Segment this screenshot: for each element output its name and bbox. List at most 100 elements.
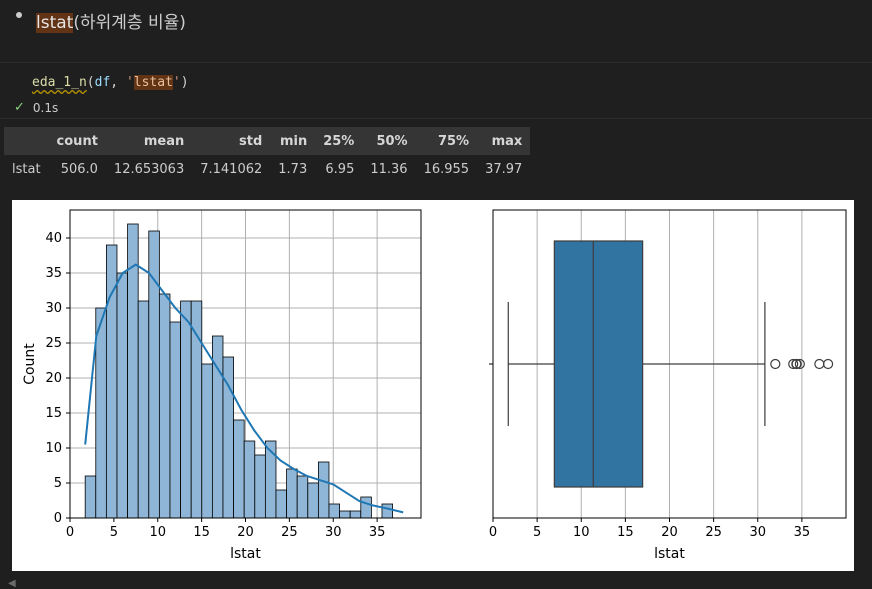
- box-iqr: [553, 240, 644, 488]
- outlier-point: [791, 358, 802, 370]
- x-tick-label: 20: [237, 525, 254, 540]
- table-cell: 37.97: [485, 161, 523, 177]
- scroll-left-icon[interactable]: ◀: [8, 578, 16, 589]
- bullet-icon: [16, 12, 22, 18]
- x-tick-label: 35: [794, 525, 811, 540]
- highlighted-term: lstat: [36, 13, 74, 33]
- histogram-bar: [349, 510, 362, 519]
- table-header-cell: [4, 127, 49, 155]
- code-arg-string: lstat: [133, 75, 173, 90]
- code-arg-var: df: [94, 75, 111, 90]
- histogram-chart: 0 5 10 15 20 25 30 35 0 5 10 15 20 25 30 35 40 lstat Count: [22, 209, 422, 562]
- horizontal-scrollbar[interactable]: ◀: [0, 578, 872, 589]
- histogram-bar: [137, 300, 150, 519]
- histogram-bar: [180, 300, 192, 519]
- histogram-bar: [307, 482, 319, 519]
- boxplot-chart: 0 5 10 15 20 25 30 35 lstat: [489, 209, 847, 562]
- x-tick-label: 25: [705, 525, 722, 540]
- y-tick-label: 20: [45, 371, 62, 386]
- histogram-bar: [95, 307, 107, 519]
- code-quote-close: ': [172, 75, 181, 90]
- histogram-bar: [201, 363, 213, 519]
- execution-time: 0.1s: [32, 100, 59, 115]
- histogram-bar: [254, 454, 266, 519]
- y-tick-label: 10: [45, 441, 62, 456]
- plot-output: 0 5 10 15 20 25 30 35 0 5 10 15 20 25 30 35 40 lstat Count…: [12, 200, 854, 571]
- y-tick-label: 5: [54, 476, 62, 491]
- heading-rest: (하위계층 비율): [73, 13, 186, 33]
- y-axis-label: Count: [22, 343, 38, 385]
- describe-table: count mean std min 25% 50% 75% max lstat…: [4, 127, 531, 183]
- table-header-cell: 50%: [362, 127, 416, 155]
- table-header-cell: count: [48, 127, 106, 155]
- kde-line: [84, 263, 404, 514]
- x-axis-label: lstat: [230, 546, 261, 562]
- y-tick-label: 30: [45, 301, 62, 316]
- x-tick-label: 5: [110, 525, 118, 540]
- outlier-point: [822, 358, 834, 370]
- histogram-bar: [275, 489, 287, 519]
- table-header-cell: max: [477, 127, 531, 155]
- histogram-bar: [328, 503, 340, 519]
- x-tick-label: 15: [193, 525, 210, 540]
- histogram-bar: [381, 503, 393, 519]
- y-tick-label: 35: [45, 266, 62, 281]
- y-tick-label: 25: [45, 336, 62, 351]
- outlier-point: [814, 358, 825, 370]
- table-cell: 12.653063: [113, 161, 185, 177]
- table-header-cell: 25%: [315, 127, 363, 155]
- x-tick-label: 0: [489, 525, 497, 540]
- histogram-bar: [317, 461, 330, 519]
- execution-status: ✓ 0.1s: [14, 100, 58, 115]
- function-name: eda_1_n: [32, 75, 87, 90]
- code-editor-line[interactable]: eda_1_n(df, 'lstat'): [32, 75, 189, 90]
- x-tick-label: 35: [369, 525, 386, 540]
- x-tick-label: 15: [617, 525, 634, 540]
- x-tick-label: 0: [66, 525, 74, 540]
- outlier-point: [794, 358, 805, 370]
- code-separator: ,: [110, 75, 126, 90]
- histogram-bar: [233, 419, 245, 519]
- table-header-cell: mean: [105, 127, 193, 155]
- table-cell: 6.95: [325, 161, 355, 177]
- x-axis-label: lstat: [654, 546, 685, 562]
- y-tick-label: 15: [45, 406, 62, 421]
- table-header-cell: 75%: [415, 127, 478, 155]
- histogram-bar: [243, 440, 256, 519]
- table-cell: 506.0: [60, 161, 98, 177]
- x-tick-label: 10: [149, 525, 166, 540]
- histogram-bar: [158, 293, 171, 519]
- histogram-bar: [296, 475, 309, 519]
- table-row: lstat 506.0 12.653063 7.141062 1.73 6.95…: [4, 155, 530, 183]
- x-tick-label: 20: [661, 525, 678, 540]
- table-cell: 7.141062: [200, 161, 263, 177]
- x-tick-label: 10: [573, 525, 590, 540]
- histogram-bar: [360, 496, 372, 519]
- markdown-heading: lstat(하위계층 비율): [36, 8, 186, 33]
- table-cell: 16.955: [423, 161, 470, 177]
- code-paren-close: ): [180, 75, 189, 90]
- y-tick-label: 40: [45, 231, 62, 246]
- histogram-bar: [116, 272, 128, 519]
- histogram-bar: [286, 468, 298, 519]
- table-header-cell: min: [270, 127, 316, 155]
- figure-svg: 0 5 10 15 20 25 30 35 0 5 10 15 20 25 30 35 40 lstat Count…: [22, 209, 847, 562]
- histogram-bar: [169, 321, 181, 519]
- histogram-bar: [339, 510, 351, 519]
- table-header-cell: std: [192, 127, 271, 155]
- x-tick-label: 5: [533, 525, 541, 540]
- code-cell[interactable]: eda_1_n(df, 'lstat') ✓ 0.1s: [0, 63, 872, 119]
- x-tick-label: 25: [281, 525, 298, 540]
- table-cell: 11.36: [370, 161, 408, 177]
- x-tick-label: 30: [749, 525, 766, 540]
- table-cell: 1.73: [278, 161, 308, 177]
- outlier-point: [770, 358, 781, 370]
- histogram-bar: [84, 475, 97, 519]
- markdown-cell[interactable]: lstat(하위계층 비율): [0, 0, 872, 63]
- table-header-row: count mean std min 25% 50% 75% max: [4, 127, 531, 155]
- x-tick-label: 30: [325, 525, 342, 540]
- code-quote-open: ': [125, 75, 134, 90]
- y-tick-label: 0: [54, 511, 62, 526]
- check-icon: ✓: [14, 100, 25, 115]
- histogram-bar: [264, 440, 277, 519]
